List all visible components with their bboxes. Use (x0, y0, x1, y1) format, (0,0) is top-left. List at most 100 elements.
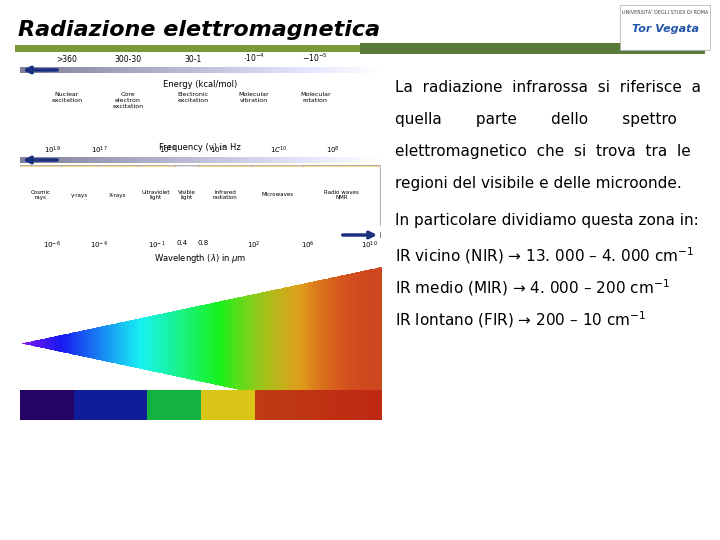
Bar (177, 390, 180, 420)
Bar (184, 390, 187, 420)
Bar (326, 157, 330, 163)
Bar (20, 165, 61, 225)
Bar (24, 390, 26, 420)
Bar (63, 334, 66, 353)
Bar (257, 390, 259, 420)
Bar (351, 273, 354, 414)
Bar (176, 390, 178, 420)
Bar (378, 390, 380, 420)
Bar (125, 67, 128, 73)
Bar (232, 390, 234, 420)
Bar (197, 390, 199, 420)
Bar (53, 336, 55, 350)
Bar (341, 390, 343, 420)
Bar (277, 390, 279, 420)
Bar (49, 157, 53, 163)
Bar (76, 390, 78, 420)
Bar (61, 165, 97, 225)
Bar (24, 67, 27, 73)
Bar (183, 390, 185, 420)
Bar (348, 390, 350, 420)
Bar (269, 232, 272, 238)
Bar (129, 320, 131, 367)
Bar (158, 314, 160, 373)
Bar (140, 318, 142, 369)
Bar (344, 157, 348, 163)
Text: In particolare dividiamo questa zona in:: In particolare dividiamo questa zona in: (395, 213, 698, 228)
Bar (367, 390, 369, 420)
Bar (243, 67, 247, 73)
Bar (89, 390, 91, 420)
Bar (193, 157, 197, 163)
Bar (295, 390, 297, 420)
Bar (80, 331, 82, 356)
Bar (200, 67, 204, 73)
Bar (369, 157, 373, 163)
Bar (175, 67, 179, 73)
Bar (145, 317, 147, 370)
Bar (74, 332, 76, 355)
Bar (306, 390, 308, 420)
Bar (127, 321, 129, 366)
Bar (221, 390, 223, 420)
Bar (373, 67, 377, 73)
Bar (154, 390, 156, 420)
Bar (369, 232, 373, 238)
Bar (66, 334, 68, 353)
Bar (377, 157, 380, 163)
Bar (378, 267, 380, 420)
Bar (362, 390, 364, 420)
Bar (43, 339, 46, 348)
Bar (254, 67, 258, 73)
Bar (35, 232, 38, 238)
Bar (60, 232, 63, 238)
Text: γ-rays: γ-rays (71, 192, 88, 198)
Bar (96, 157, 99, 163)
Bar (56, 157, 60, 163)
Bar (107, 157, 110, 163)
Bar (166, 390, 168, 420)
Bar (179, 232, 182, 238)
Bar (247, 67, 251, 73)
Bar (138, 390, 140, 420)
Bar (183, 309, 185, 378)
Bar (53, 232, 56, 238)
Bar (161, 232, 164, 238)
Text: $10^{19}$: $10^{19}$ (44, 145, 60, 156)
Bar (207, 157, 211, 163)
Bar (81, 67, 85, 73)
Bar (336, 390, 339, 420)
Text: La  radiazione  infrarossa  si  riferisce  a: La radiazione infrarossa si riferisce a (395, 80, 701, 95)
Bar (161, 67, 164, 73)
Bar (281, 288, 283, 399)
Bar (143, 232, 146, 238)
Bar (294, 157, 297, 163)
Bar (172, 311, 174, 376)
Bar (53, 67, 56, 73)
Bar (258, 293, 261, 394)
Bar (270, 390, 272, 420)
Bar (255, 390, 258, 420)
Bar (233, 298, 235, 389)
Bar (92, 232, 96, 238)
Bar (158, 390, 160, 420)
Bar (148, 390, 150, 420)
Bar (73, 332, 75, 355)
Bar (165, 313, 167, 374)
Bar (143, 157, 146, 163)
Bar (222, 300, 225, 387)
Text: Wavelength ($\lambda$) in $\mu$m: Wavelength ($\lambda$) in $\mu$m (154, 252, 246, 265)
Bar (237, 298, 239, 390)
Bar (153, 157, 157, 163)
Bar (156, 390, 158, 420)
Bar (221, 301, 223, 386)
Bar (319, 157, 323, 163)
Bar (302, 284, 305, 403)
Bar (134, 319, 136, 368)
Bar (330, 67, 333, 73)
Bar (146, 67, 150, 73)
Bar (320, 280, 323, 407)
Bar (346, 390, 348, 420)
Bar (49, 390, 51, 420)
Bar (208, 303, 210, 383)
